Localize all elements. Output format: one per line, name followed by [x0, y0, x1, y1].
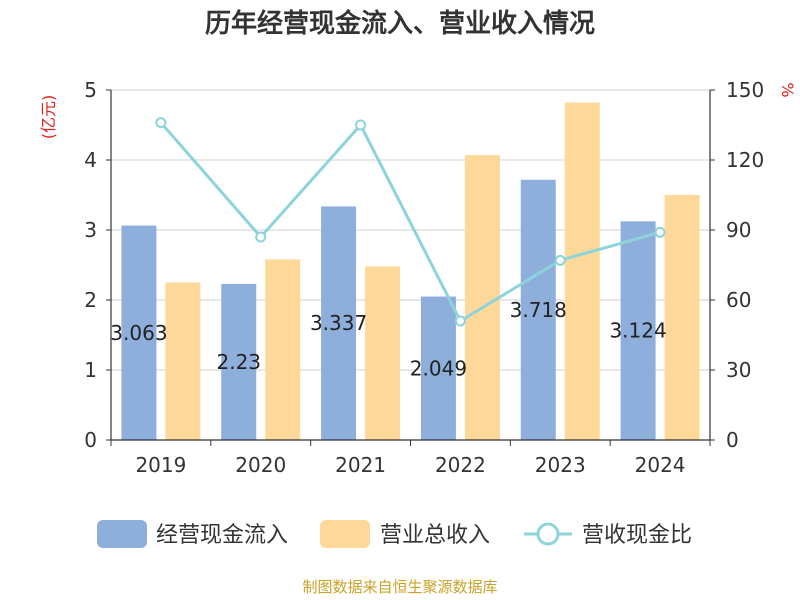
grid: [111, 89, 710, 371]
y-right-tick-label: 0: [726, 428, 739, 452]
data-labels: 3.063 2.23 3.337 2.049 3.718 3.124: [110, 298, 666, 380]
left-axis-unit: (亿元): [39, 95, 58, 140]
y-left-tick-label: 5: [84, 78, 97, 102]
x-tick-label: 2022: [435, 453, 486, 477]
bar-revenue: [464, 155, 500, 440]
bar-revenue: [265, 259, 301, 440]
x-tick-label: 2021: [335, 453, 386, 477]
line-point: [454, 315, 466, 327]
data-label: 3.337: [310, 311, 367, 335]
bar-cash-inflow: [121, 225, 157, 440]
y-left-tick-label: 2: [84, 288, 97, 312]
bar-revenue: [564, 102, 600, 440]
data-label: 2.23: [216, 350, 261, 374]
y-right-tick-label: 120: [726, 148, 764, 172]
y-right-tick-label: 90: [726, 218, 751, 242]
data-label: 2.049: [410, 356, 467, 380]
y-right-tick-label: 30: [726, 358, 751, 382]
line-series: [155, 117, 666, 327]
x-tick-label: 2024: [635, 453, 686, 477]
legend-swatch-revenue: [320, 520, 370, 548]
legend-label: 营业总收入: [380, 523, 490, 548]
legend-swatch-marker: [536, 522, 560, 546]
right-axis-unit: %: [778, 82, 797, 97]
legend-swatch-cash-inflow: [97, 520, 147, 548]
y-left-tick-label: 4: [84, 148, 97, 172]
bar-cash-inflow: [520, 179, 556, 441]
line-point: [255, 231, 267, 243]
bars: [121, 102, 700, 441]
legend-label: 经营现金流入: [156, 523, 288, 548]
line-cash-ratio: [159, 121, 661, 324]
line-point: [355, 119, 367, 131]
line-point: [554, 254, 566, 266]
data-label: 3.063: [110, 321, 167, 345]
axes: 0 1 2 3 4 5 0 30 60 90 120 150 2019 2020 2021 2022 2023 2…: [84, 78, 764, 477]
y-left-tick-label: 0: [84, 428, 97, 452]
bar-revenue: [365, 266, 401, 440]
bar-cash-inflow: [321, 206, 357, 440]
bar-cash-inflow: [420, 296, 456, 440]
line-point: [654, 226, 666, 238]
bar-cash-inflow: [620, 221, 656, 440]
bar-cash-inflow: [221, 283, 257, 440]
chart-title: 历年经营现金流入、营业收入情况: [205, 8, 595, 39]
line-point: [155, 117, 167, 129]
y-right-tick-label: 60: [726, 288, 751, 312]
y-right-tick-label: 150: [726, 78, 764, 102]
data-label: 3.718: [510, 298, 567, 322]
bar-revenue: [664, 195, 700, 440]
legend: 经营现金流入 营业总收入 营收现金比: [97, 520, 692, 548]
source-note: 制图数据来自恒生聚源数据库: [302, 578, 497, 596]
y-left-tick-label: 1: [84, 358, 97, 382]
data-label: 3.124: [609, 319, 666, 343]
x-tick-label: 2023: [535, 453, 586, 477]
x-tick-label: 2020: [235, 453, 286, 477]
x-tick-label: 2019: [135, 453, 186, 477]
bar-revenue: [165, 282, 201, 440]
legend-label: 营收现金比: [582, 523, 692, 548]
y-left-tick-label: 3: [84, 218, 97, 242]
